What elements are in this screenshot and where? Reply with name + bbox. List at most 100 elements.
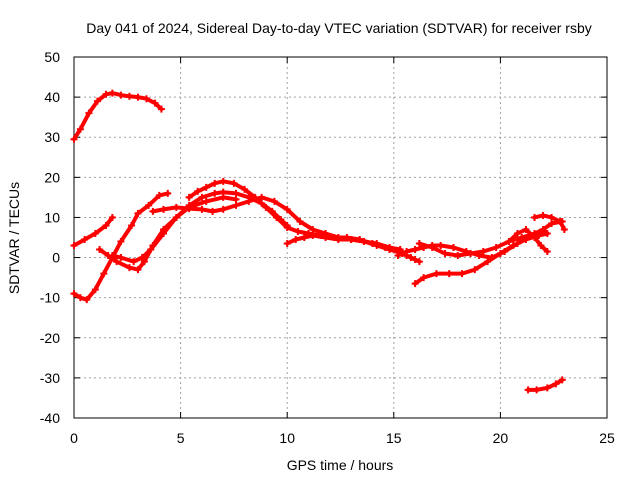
data-point <box>81 236 89 244</box>
data-point <box>533 386 541 394</box>
data-point <box>437 242 445 250</box>
x-tick-labels: 0 5 10 15 20 25 <box>70 430 615 446</box>
data-point <box>134 93 142 101</box>
data-point <box>537 242 545 250</box>
series-arc-10 <box>411 229 551 288</box>
data-point <box>283 240 291 248</box>
data-point <box>117 238 125 246</box>
data-point <box>496 250 504 258</box>
data-point <box>360 238 368 246</box>
data-point <box>185 205 193 213</box>
data-point <box>420 274 428 282</box>
x-tick-label: 10 <box>279 430 295 446</box>
series-arc-2 <box>70 213 116 250</box>
data-point <box>140 258 148 266</box>
data-point <box>531 234 539 241</box>
series-line <box>72 215 115 248</box>
data-point <box>560 225 568 233</box>
data-point <box>198 193 206 201</box>
data-point <box>394 252 402 260</box>
data-point <box>108 89 116 97</box>
data-point <box>70 135 78 143</box>
data-point <box>76 294 84 302</box>
data-point <box>300 234 308 241</box>
data-point <box>471 266 479 274</box>
data-point <box>102 221 110 229</box>
data-point <box>539 211 547 219</box>
data-point <box>128 221 136 229</box>
data-point <box>309 231 317 239</box>
series-arc-6 <box>149 193 404 254</box>
data-point <box>539 227 547 235</box>
data-point <box>531 213 539 221</box>
data-point <box>428 244 436 252</box>
data-point <box>334 236 342 244</box>
data-point <box>202 183 210 191</box>
y-tick-label: -20 <box>40 330 60 346</box>
y-axis-label: SDTVAR / TECUs <box>6 182 22 294</box>
data-point <box>479 248 487 256</box>
series-arc-4 <box>96 193 240 274</box>
data-point <box>145 201 153 209</box>
data-point <box>445 270 453 278</box>
data-point <box>270 197 278 205</box>
data-point <box>91 286 99 294</box>
data-point <box>347 236 355 244</box>
data-point <box>172 203 180 211</box>
data-point <box>292 236 300 244</box>
data-point <box>219 177 227 185</box>
data-point <box>108 252 116 260</box>
series-arc-1 <box>70 89 165 143</box>
series-arc-3 <box>70 189 172 304</box>
data-point <box>194 187 202 195</box>
data-point <box>454 252 462 260</box>
data-point <box>149 207 157 215</box>
data-point <box>134 209 142 217</box>
data-point <box>492 244 500 252</box>
data-point <box>70 242 78 250</box>
data-point <box>241 185 249 193</box>
data-point <box>96 246 104 254</box>
data-point <box>262 203 270 211</box>
data-point <box>76 125 84 133</box>
y-tick-label: 50 <box>44 49 60 65</box>
data-point <box>432 270 440 278</box>
data-point <box>407 254 415 262</box>
x-tick-label: 20 <box>493 430 509 446</box>
y-tick-label: -30 <box>40 370 60 386</box>
data-point <box>322 234 330 241</box>
data-point <box>70 290 78 298</box>
x-axis-label: GPS time / hours <box>287 457 394 473</box>
data-point <box>518 234 526 241</box>
grid <box>74 57 607 418</box>
series-line <box>72 91 164 142</box>
data-point <box>524 386 532 394</box>
data-point <box>467 250 475 258</box>
data-point <box>155 191 163 199</box>
data-point <box>232 189 240 197</box>
plot-frame <box>73 56 608 419</box>
data-point <box>232 195 240 203</box>
data-point <box>296 217 304 225</box>
data-point <box>125 264 133 272</box>
data-point <box>230 179 238 187</box>
data-point <box>411 246 419 254</box>
data-point <box>309 225 317 233</box>
y-tick-label: 30 <box>44 129 60 145</box>
data-point <box>258 193 266 201</box>
y-tick-label: -10 <box>40 290 60 306</box>
data-point <box>130 258 138 266</box>
data-point <box>160 229 168 237</box>
data-point <box>125 92 133 100</box>
data-point <box>543 384 551 392</box>
data-point <box>93 97 101 105</box>
data-point <box>403 248 411 256</box>
data-point <box>113 258 121 266</box>
data-point <box>411 280 419 288</box>
data-point <box>283 205 291 213</box>
data-point <box>373 242 381 250</box>
data-point <box>134 266 142 274</box>
data-point <box>117 91 125 99</box>
data-point <box>505 238 513 246</box>
